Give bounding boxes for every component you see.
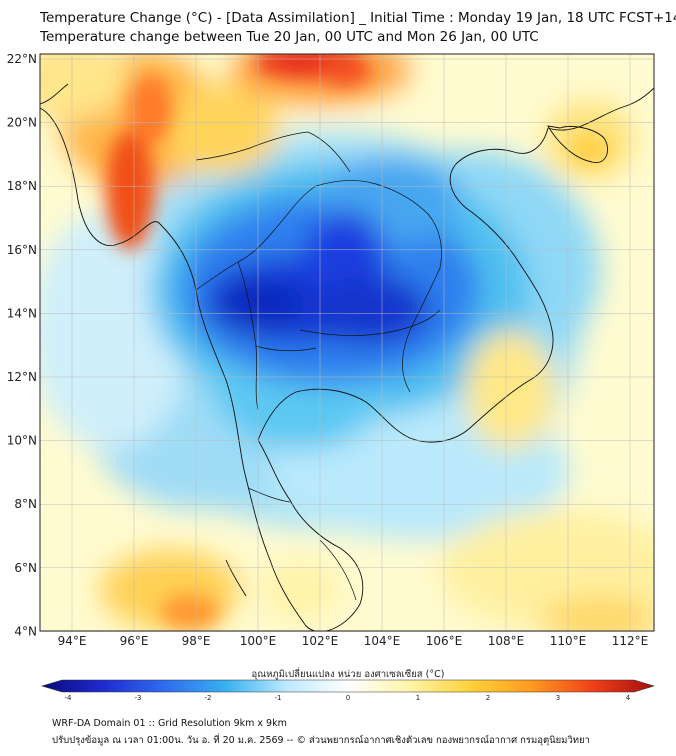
lat-label: 14°N (7, 306, 37, 320)
lat-label: 10°N (7, 434, 37, 448)
lon-label: 112°E (612, 634, 649, 648)
longitude-labels: 94°E 96°E 98°E 100°E 102°E 104°E 106°E 1… (58, 634, 649, 648)
lat-label: 20°N (7, 116, 37, 130)
footer-domain-info: WRF-DA Domain 01 :: Grid Resolution 9km … (52, 718, 287, 729)
lon-label: 104°E (364, 634, 401, 648)
colorbar-tick: 4 (626, 694, 631, 702)
colorbar-tick: -4 (65, 694, 73, 702)
coastlines (40, 83, 654, 631)
lon-label: 98°E (182, 634, 211, 648)
temperature-field (40, 54, 654, 631)
lon-label: 102°E (302, 634, 339, 648)
colorbar (40, 679, 656, 693)
colorbar-tick: 3 (556, 694, 560, 702)
colorbar-ticks: -4 -3 -2 -1 0 1 2 3 4 (65, 694, 631, 702)
colorbar-tick: -2 (205, 694, 212, 702)
footer-credit: ปรับปรุงข้อมูล ณ เวลา 01:00น. วัน อ. ที่… (52, 735, 590, 746)
lat-label: 18°N (7, 179, 37, 193)
lat-label: 16°N (7, 243, 37, 257)
latitude-labels: 22°N 20°N 18°N 16°N 14°N 12°N 10°N 8°N 6… (7, 52, 37, 638)
colorbar-label: อุณหภูมิเปลี่ยนแปลง หน่วย องศาเซลเซียส (… (252, 667, 445, 680)
lat-label: 22°N (7, 52, 37, 66)
lat-label: 4°N (14, 624, 37, 638)
colorbar-tick: 2 (486, 694, 490, 702)
colorbar-tick: -1 (275, 694, 282, 702)
lon-label: 94°E (58, 634, 87, 648)
map-subtitle: Temperature change between Tue 20 Jan, 0… (40, 29, 539, 45)
colorbar-tick: 1 (416, 694, 420, 702)
country-borders (195, 131, 442, 601)
lat-label: 12°N (7, 370, 37, 384)
map-frame (39, 53, 655, 632)
colorbar-tick: -3 (135, 694, 142, 702)
lat-label: 8°N (14, 497, 37, 511)
lon-label: 108°E (488, 634, 525, 648)
colorbar-tick: 0 (346, 694, 350, 702)
lon-label: 100°E (240, 634, 277, 648)
lon-label: 106°E (426, 634, 463, 648)
lon-label: 96°E (120, 634, 149, 648)
lon-label: 110°E (550, 634, 587, 648)
map-title: Temperature Change (°C) - [Data Assimila… (40, 10, 676, 26)
lat-label: 6°N (14, 561, 37, 575)
